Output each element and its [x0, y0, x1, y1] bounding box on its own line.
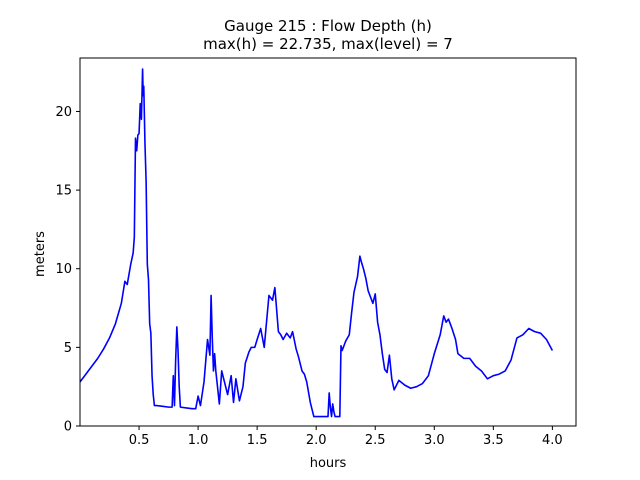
x-tick-label-2: 1.5 [247, 433, 268, 448]
y-axis-label: meters [33, 231, 48, 277]
y-tick-label-0: 0 [64, 420, 72, 435]
y-tick-label-1: 5 [64, 341, 72, 356]
x-axis: 0.5 1.0 1.5 2.0 2.5 3.0 3.5 4.0 [129, 426, 563, 448]
x-tick-label-0: 0.5 [129, 433, 150, 448]
chart-title-line2: max(h) = 22.735, max(level) = 7 [203, 35, 453, 53]
x-tick-label-7: 4.0 [542, 433, 563, 448]
y-axis: 0 5 10 15 20 [55, 105, 80, 435]
axes-frame [79, 57, 577, 427]
x-tick-label-5: 3.0 [424, 433, 445, 448]
y-tick-label-4: 20 [55, 105, 72, 120]
y-tick-label-2: 10 [55, 262, 72, 277]
plot-area: 0.5 1.0 1.5 2.0 2.5 3.0 3.5 4.0 0 5 10 15 20 [55, 57, 577, 448]
x-tick-label-1: 1.0 [188, 433, 209, 448]
x-tick-label-4: 2.5 [365, 433, 386, 448]
series-line-0 [80, 68, 554, 418]
y-tick-label-3: 15 [55, 184, 72, 199]
x-tick-label-6: 3.5 [483, 433, 504, 448]
series-layer [80, 68, 554, 418]
x-tick-label-3: 2.0 [306, 433, 327, 448]
x-axis-label: hours [310, 456, 347, 471]
chart-title-line1: Gauge 215 : Flow Depth (h) [224, 17, 432, 35]
